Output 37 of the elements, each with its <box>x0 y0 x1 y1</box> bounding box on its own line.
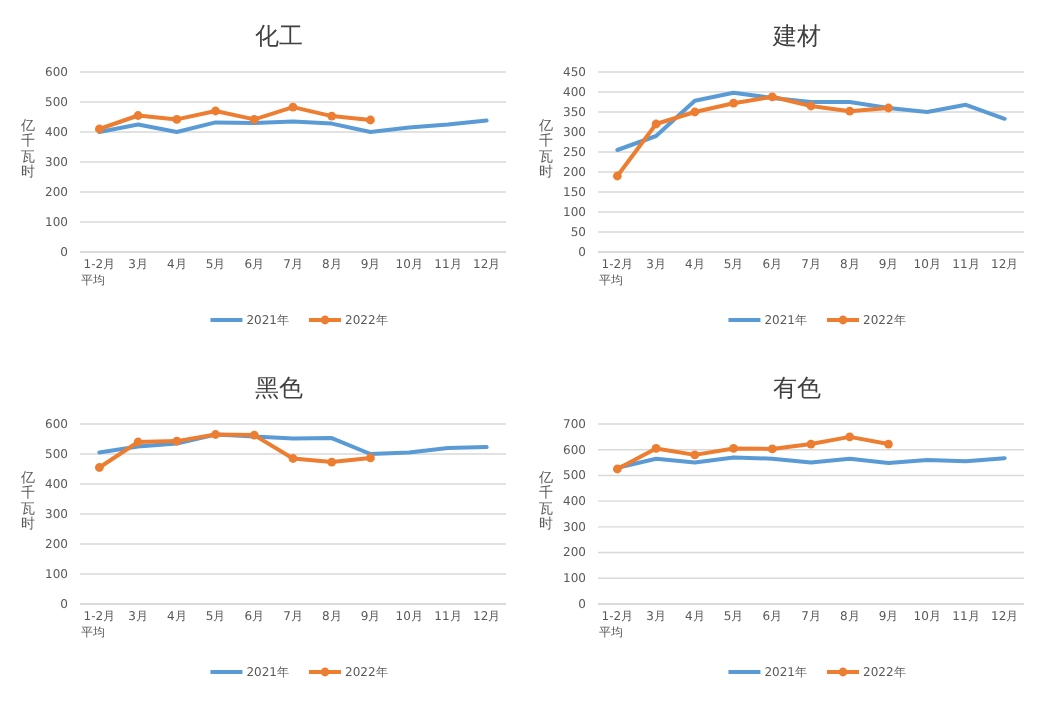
point <box>172 115 182 124</box>
chart-title: 化工 <box>255 22 303 50</box>
line-series <box>615 90 1007 152</box>
point <box>249 430 259 440</box>
point <box>172 436 182 446</box>
point <box>288 102 298 112</box>
point <box>690 107 700 117</box>
point <box>327 111 337 121</box>
point <box>767 444 777 454</box>
point <box>729 444 738 453</box>
point <box>249 115 259 124</box>
point <box>288 454 298 463</box>
point <box>767 92 777 102</box>
point <box>94 124 104 134</box>
point <box>884 439 893 449</box>
point <box>651 444 661 453</box>
point <box>211 430 220 439</box>
chart-title: 建材 <box>771 22 821 50</box>
point <box>366 115 375 125</box>
point <box>690 450 700 460</box>
point <box>612 171 622 181</box>
point <box>729 98 738 108</box>
point <box>806 101 816 111</box>
point <box>884 103 893 113</box>
chart-title: 黑色 <box>255 374 303 402</box>
point <box>211 106 220 116</box>
point <box>845 432 855 442</box>
chart-title: 有色 <box>773 374 821 402</box>
point <box>366 453 375 463</box>
point <box>845 106 855 116</box>
point <box>651 119 661 129</box>
point <box>133 437 143 447</box>
point <box>327 457 337 467</box>
point <box>94 463 104 472</box>
point <box>806 439 816 449</box>
point <box>612 464 622 474</box>
point <box>133 111 143 120</box>
